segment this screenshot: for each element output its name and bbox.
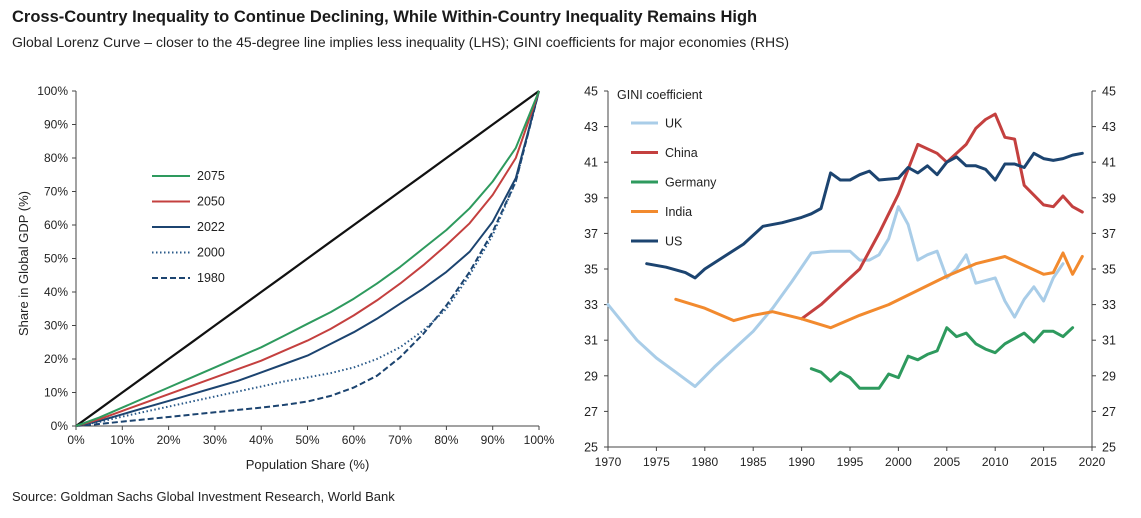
gini-x-tick-label: 1990 [788, 455, 815, 469]
lorenz-legend-label-1980: 1980 [197, 271, 225, 285]
gini-right-y-tick-label: 29 [1102, 369, 1116, 383]
lorenz-y-axis-title: Share in Global GDP (%) [16, 191, 31, 336]
lorenz-x-tick-label: 40% [249, 433, 273, 447]
lorenz-x-tick-label: 50% [295, 433, 319, 447]
gini-left-y-tick-label: 43 [584, 120, 598, 134]
lorenz-x-tick-label: 80% [434, 433, 458, 447]
lorenz-y-tick-label: 80% [44, 151, 68, 165]
lorenz-x-tick-label: 70% [388, 433, 412, 447]
gini-right-y-tick-label: 25 [1102, 441, 1116, 455]
gini-right-y-tick-label: 27 [1102, 405, 1116, 419]
gini-left-y-tick-label: 29 [584, 369, 598, 383]
gini-series-uk [606, 205, 1065, 388]
source-note: Source: Goldman Sachs Global Investment … [12, 489, 395, 504]
lorenz-x-tick-label: 60% [342, 433, 366, 447]
lorenz-legend-label-2000: 2000 [197, 246, 225, 260]
lorenz-x-tick-label: 100% [524, 433, 555, 447]
gini-left-y-tick-label: 45 [584, 85, 598, 99]
lorenz-x-tick-label: 20% [157, 433, 181, 447]
gini-legend-label-uk: UK [665, 117, 683, 131]
gini-left-y-tick-label: 41 [584, 156, 598, 170]
lorenz-x-tick-label: 10% [110, 433, 134, 447]
gini-right-y-tick-label: 41 [1102, 156, 1116, 170]
lorenz-y-tick-label: 70% [44, 185, 68, 199]
lorenz-series-1980 [75, 90, 540, 427]
lorenz-series-2075 [75, 90, 540, 427]
gini-series-us [645, 151, 1084, 280]
chart-title: Cross-Country Inequality to Continue Dec… [12, 8, 758, 26]
gini-series-germany [809, 326, 1075, 390]
gini-series-china [800, 112, 1084, 321]
lorenz-series-equality-line [75, 90, 540, 427]
chart-subtitle: Global Lorenz Curve – closer to the 45-d… [12, 34, 790, 50]
gini-right-y-tick-label: 33 [1102, 298, 1116, 312]
gini-right-y-tick-label: 43 [1102, 120, 1116, 134]
gini-x-tick-label: 1985 [740, 455, 767, 469]
lorenz-series-2022 [75, 90, 540, 427]
gini-x-tick-label: 2015 [1030, 455, 1057, 469]
gini-left-y-tick-label: 33 [584, 298, 598, 312]
lorenz-series-2050 [75, 90, 540, 427]
lorenz-y-tick-label: 100% [37, 84, 68, 98]
lorenz-legend-label-2050: 2050 [197, 195, 225, 209]
gini-x-tick-label: 2020 [1079, 455, 1106, 469]
gini-legend-label-india: India [665, 205, 692, 219]
gini-legend-label-china: China [665, 146, 698, 160]
gini-right-y-tick-label: 45 [1102, 85, 1116, 99]
gini-x-tick-label: 2010 [982, 455, 1009, 469]
lorenz-y-tick-label: 10% [44, 386, 68, 400]
gini-legend-label-us: US [665, 235, 682, 249]
gini-right-y-tick-label: 31 [1102, 334, 1116, 348]
lorenz-y-tick-label: 20% [44, 352, 68, 366]
gini-left-y-tick-label: 25 [584, 441, 598, 455]
lorenz-y-tick-label: 50% [44, 252, 68, 266]
lorenz-x-tick-label: 90% [481, 433, 505, 447]
lorenz-y-tick-label: 30% [44, 319, 68, 333]
gini-right-y-tick-label: 37 [1102, 227, 1116, 241]
lorenz-x-tick-label: 0% [67, 433, 85, 447]
lorenz-series-2000 [75, 90, 540, 427]
lorenz-legend-label-2022: 2022 [197, 220, 225, 234]
lorenz-legend-label-2075: 2075 [197, 169, 225, 183]
gini-x-tick-label: 1995 [837, 455, 864, 469]
gini-left-y-tick-label: 37 [584, 227, 598, 241]
gini-right-y-tick-label: 35 [1102, 263, 1116, 277]
lorenz-chart: 0% 10% 20% 30% 40% 50% 60% 70% 80% 90% 100% 0% 10% 20… [16, 84, 555, 472]
lorenz-y-tick-label: 60% [44, 218, 68, 232]
gini-left-y-tick-label: 31 [584, 334, 598, 348]
gini-x-tick-label: 2005 [933, 455, 960, 469]
gini-x-tick-label: 2000 [885, 455, 912, 469]
lorenz-x-axis-title: Population Share (%) [246, 457, 370, 472]
gini-right-y-tick-label: 39 [1102, 191, 1116, 205]
gini-left-y-tick-label: 35 [584, 263, 598, 277]
gini-left-y-tick-label: 39 [584, 191, 598, 205]
lorenz-x-tick-label: 30% [203, 433, 227, 447]
lorenz-y-tick-label: 40% [44, 285, 68, 299]
gini-x-tick-label: 1980 [691, 455, 718, 469]
gini-x-tick-label: 1975 [643, 455, 670, 469]
lorenz-y-tick-label: 0% [51, 419, 69, 433]
gini-chart: 25 25 27 27 29 29 31 31 33 33 35 35 37 37 39 39 41 41 43 43… [584, 85, 1116, 470]
gini-left-y-tick-label: 27 [584, 405, 598, 419]
gini-legend-label-germany: Germany [665, 176, 717, 190]
gini-chart-title: GINI coefficient [617, 88, 703, 102]
gini-series-india [674, 251, 1084, 330]
gini-x-tick-label: 1970 [595, 455, 622, 469]
lorenz-y-tick-label: 90% [44, 118, 68, 132]
